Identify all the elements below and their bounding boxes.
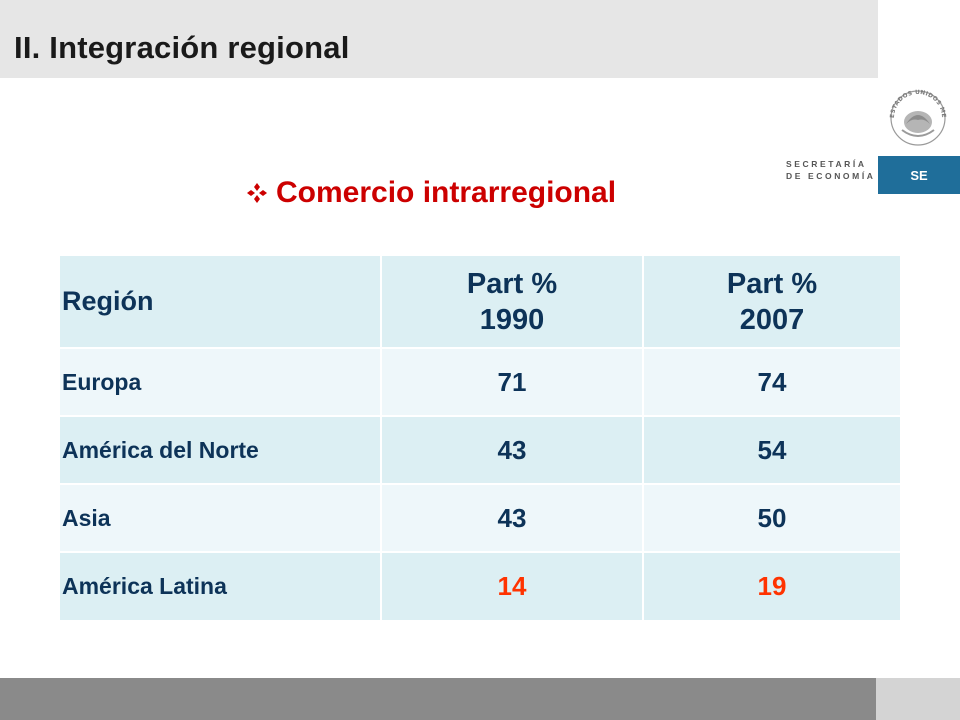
table-row: Asia 43 50: [60, 483, 900, 552]
row-value-2007: 50: [642, 483, 900, 552]
header-1990: Part % 1990: [380, 256, 643, 348]
row-value-1990: 71: [380, 347, 643, 416]
table-row: América del Norte 43 54: [60, 415, 900, 484]
header-2007-line1: Part %: [726, 267, 818, 300]
row-region: América Latina: [60, 551, 381, 620]
section-heading-text: Comercio intrarregional: [276, 176, 617, 209]
row-region: América del Norte: [60, 415, 381, 484]
header-region: Región: [62, 286, 154, 316]
header-1990-line2: 1990: [479, 303, 545, 336]
title-bar: II. Integración regional: [0, 0, 878, 78]
row-value-2007-highlight: 19: [642, 551, 900, 620]
header-1990-line1: Part %: [466, 267, 558, 300]
slide-title: II. Integración regional: [14, 30, 350, 65]
header-2007-line2: 2007: [739, 303, 805, 336]
table-row: Europa 71 74: [60, 347, 900, 416]
mexico-coat-of-arms-seal: ESTADOS UNIDOS MEXICANOS: [884, 84, 946, 146]
row-value-2007: 54: [642, 415, 900, 484]
diamond-bullet-icon: [247, 183, 267, 203]
se-badge: SE: [878, 156, 960, 194]
footer-corner: [876, 678, 960, 720]
footer-bar: [0, 678, 876, 720]
row-region: Europa: [60, 347, 381, 416]
agency-name: SECRETARÍA DE ECONOMÍA: [786, 158, 876, 182]
row-value-1990: 43: [380, 483, 643, 552]
agency-line-1: SECRETARÍA: [786, 159, 867, 169]
section-heading: Comercio intrarregional: [246, 176, 616, 210]
agency-line-2: DE ECONOMÍA: [786, 171, 876, 181]
row-region: Asia: [60, 483, 381, 552]
row-value-2007: 74: [642, 347, 900, 416]
table-row: América Latina 14 19: [60, 551, 900, 620]
regional-trade-table: Región Part % 1990 Part % 2007 Europa 71…: [60, 256, 900, 620]
row-value-1990: 43: [380, 415, 643, 484]
table-header-row: Región Part % 1990 Part % 2007: [60, 256, 900, 348]
header-2007: Part % 2007: [642, 256, 900, 348]
row-value-1990-highlight: 14: [380, 551, 643, 620]
